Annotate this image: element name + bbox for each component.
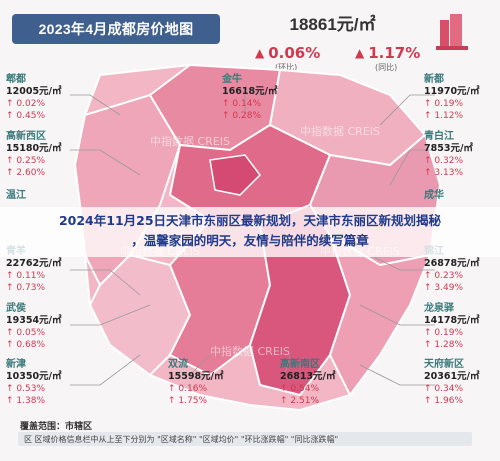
district-chenghua: 成华 (424, 190, 444, 201)
district-tianfu-new: 天府新区 20361元/㎡ ↑ 0.34% ↑ 1.96% (424, 359, 480, 406)
watermark-text: 中指数据 CREIS (210, 344, 290, 358)
district-shuangliu: 双流 15598元/㎡ ↑ 0.16% ↑ 1.75% (168, 359, 224, 406)
district-jinniu: 金牛 16618元/㎡ ↑ 0.14% ↑ 0.28% (222, 74, 278, 121)
average-price: 18861元/㎡ (289, 15, 376, 34)
headline-overlay (0, 207, 500, 257)
coverage-label: 覆盖范围：市辖区 (20, 422, 93, 432)
district-gaoxin-west: 高新西区 15180元/㎡ ↑ 0.25% ↑ 2.60% (6, 131, 62, 178)
district-longquanyi: 龙泉驿 14178元/㎡ ↑ 0.19% ↑ 1.28% (424, 303, 480, 350)
mom-stat: ▲ 0.06% (环比) (255, 44, 321, 72)
building-logo-icon (436, 14, 468, 50)
up-triangle-icon: ▲ (355, 46, 365, 60)
watermark-text: 中指数据 CREIS (150, 134, 230, 148)
up-triangle-icon: ▲ (255, 46, 265, 60)
district-wuhou: 武侯 19354元/㎡ ↑ 0.05% ↑ 0.68% (6, 303, 62, 350)
yoy-stat: ▲ 1.17% (同比) (355, 44, 421, 72)
yoy-value: 1.17% (368, 44, 421, 62)
map-region-core (209, 154, 261, 196)
headline-line-2: ，温馨家园的明天，友情与陪伴的续写篇章 (131, 233, 369, 248)
mom-label: (环比) (275, 63, 298, 72)
legend-bar: 区 区域价格信息栏中从上至下分别为 "区域名称" "区域均价" "环比涨跌幅" … (18, 432, 472, 446)
district-gaoxin-south: 高新南区 26813元/㎡ ↑ 0.54% ↑ 2.51% (280, 359, 336, 406)
headline-line-1: 2024年11月25日天津市东丽区最新规划，天津市东丽区新规划揭秘 (58, 213, 442, 228)
watermark-text: 中指数据 CREIS (300, 124, 380, 138)
map-title: 2023年4月成都房价地图 (12, 14, 220, 44)
leader-lines (70, 90, 435, 386)
mom-value: 0.06% (268, 44, 321, 62)
yoy-label: (同比) (375, 63, 398, 72)
district-qingbaijiang: 青白江 7853元/㎡ ↑ 0.32% ↑ 3.13% (424, 131, 473, 178)
district-xinjin: 新津 10350元/㎡ ↑ 0.53% ↑ 1.38% (6, 359, 62, 406)
district-wenjiang: 温江 (6, 190, 26, 201)
headline: 2024年11月25日天津市东丽区最新规划，天津市东丽区新规划揭秘 ，温馨家园的… (0, 207, 500, 251)
district-pidu: 郫都 12005元/㎡ ↑ 0.02% ↑ 0.45% (6, 74, 62, 121)
district-xindu: 新都 11970元/㎡ ↑ 0.19% ↑ 1.12% (424, 74, 480, 121)
